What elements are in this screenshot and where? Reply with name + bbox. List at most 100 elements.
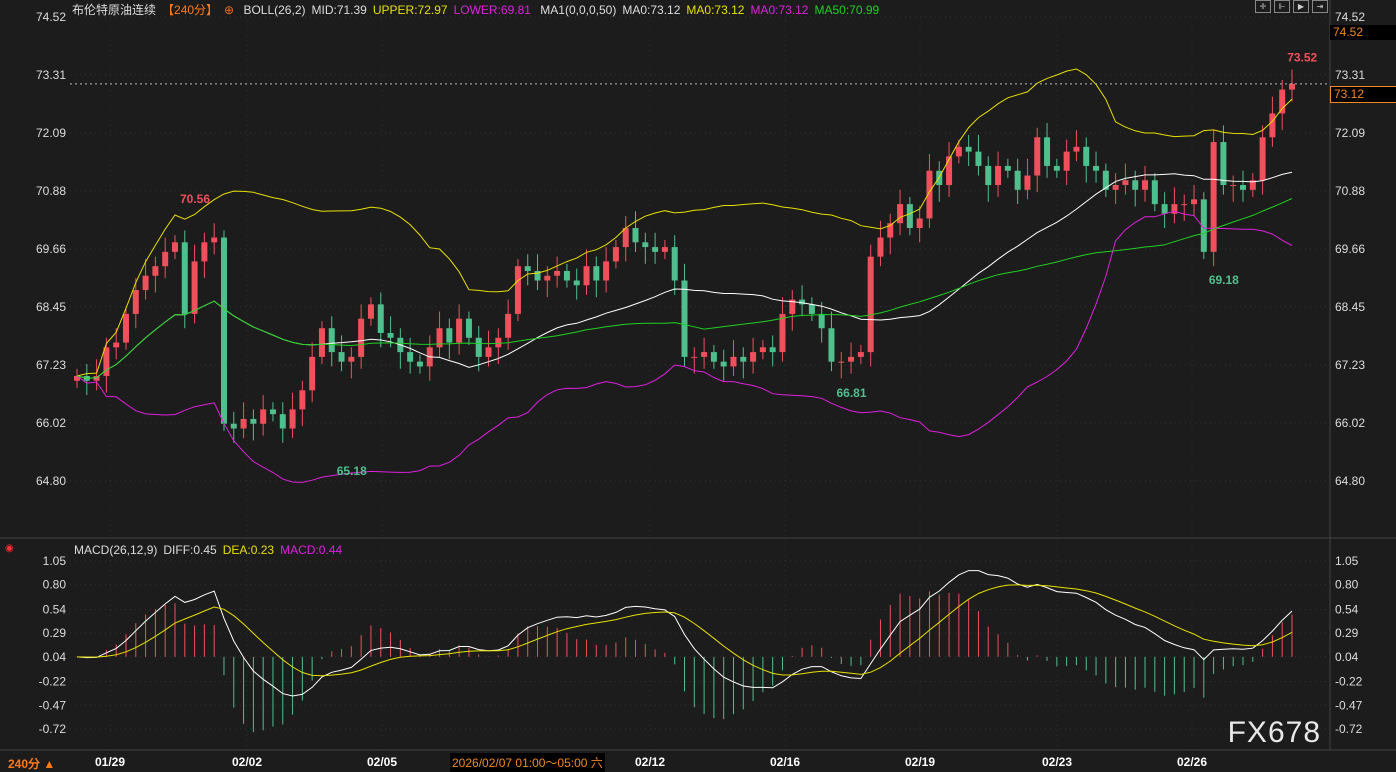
candle-body bbox=[573, 280, 580, 286]
macd-tick-left: -0.72 bbox=[39, 722, 67, 736]
play-icon[interactable]: ▶ bbox=[1293, 0, 1309, 13]
candle-body bbox=[691, 356, 698, 358]
x-tick: 02/19 bbox=[905, 755, 935, 769]
macd-tick-left: 0.29 bbox=[43, 626, 67, 640]
y-tick-right: 68.45 bbox=[1335, 300, 1365, 314]
macd-tick-right: -0.47 bbox=[1335, 698, 1363, 712]
candle-body bbox=[720, 361, 727, 367]
candle-body bbox=[446, 328, 453, 343]
candle-body bbox=[1161, 204, 1168, 214]
y-tick-right: 66.02 bbox=[1335, 416, 1365, 430]
watermark-logo: FX678 bbox=[1227, 716, 1321, 749]
candle-body bbox=[1279, 89, 1286, 114]
macd-tick-right: 1.05 bbox=[1335, 554, 1359, 568]
x-tick: 02/12 bbox=[635, 755, 665, 769]
price-annotation: 69.18 bbox=[1209, 273, 1239, 287]
candle-body bbox=[857, 352, 864, 357]
candle-body bbox=[495, 337, 502, 348]
candle-body bbox=[1024, 175, 1031, 190]
macd-tick-left: 0.54 bbox=[43, 602, 67, 616]
candle-body bbox=[661, 247, 668, 252]
candle-body bbox=[1181, 204, 1188, 206]
macd-dea: DEA:0.23 bbox=[222, 543, 275, 557]
chart-toolbar: ✛ ⊩ ▶ ⇥ bbox=[1255, 0, 1328, 13]
y-tick-right: 73.31 bbox=[1335, 68, 1365, 82]
settings-icon[interactable]: ⊕ bbox=[224, 3, 235, 17]
candle-body bbox=[132, 290, 139, 314]
boll-upper-line bbox=[76, 68, 1293, 377]
candle-body bbox=[975, 151, 982, 166]
candle-body bbox=[162, 251, 169, 267]
price-annotation: 73.52 bbox=[1287, 51, 1317, 65]
macd-header: MACD(26,12,9) DIFF:0.45 DEA:0.23 MACD:0.44 bbox=[74, 543, 348, 557]
candle-body bbox=[1083, 146, 1090, 166]
candle-body bbox=[240, 418, 247, 429]
candle-body bbox=[769, 347, 776, 353]
candle-body bbox=[1132, 180, 1139, 190]
y-tick-left: 66.02 bbox=[36, 416, 66, 430]
price-annotation: 66.81 bbox=[836, 386, 866, 400]
y-tick-left: 70.88 bbox=[36, 184, 66, 198]
candle-body bbox=[759, 347, 766, 353]
candle-body bbox=[848, 356, 855, 362]
candle-body bbox=[211, 237, 218, 243]
macd-label[interactable]: MACD(26,12,9) bbox=[74, 543, 158, 557]
candle-body bbox=[612, 247, 619, 262]
candle-body bbox=[152, 266, 159, 276]
boll-label[interactable]: BOLL(26,2) bbox=[243, 3, 306, 17]
candle-body bbox=[730, 356, 737, 367]
candle-body bbox=[289, 409, 296, 429]
candle-body bbox=[1220, 142, 1227, 186]
candle-body bbox=[181, 242, 188, 314]
period-label[interactable]: 【240分】 bbox=[162, 3, 219, 17]
record-icon[interactable]: ◉ bbox=[5, 543, 14, 554]
candle-body bbox=[1249, 180, 1256, 190]
axis-icon[interactable]: ⊩ bbox=[1274, 0, 1290, 13]
candle-body bbox=[789, 299, 796, 314]
candle-body bbox=[955, 146, 962, 157]
candle-body bbox=[1142, 180, 1149, 190]
macd-tick-right: 0.29 bbox=[1335, 626, 1359, 640]
candle-body bbox=[171, 242, 178, 252]
y-tick-right: 69.66 bbox=[1335, 242, 1365, 256]
y-tick-left: 74.52 bbox=[36, 10, 66, 24]
x-tick: 02/16 bbox=[770, 755, 800, 769]
candle-body bbox=[436, 328, 443, 348]
candle-body bbox=[779, 313, 786, 353]
candle-body bbox=[122, 313, 129, 343]
candle-body bbox=[916, 218, 923, 228]
candle-body bbox=[1191, 199, 1198, 205]
candle-body bbox=[387, 333, 394, 338]
macd-tick-right: 0.54 bbox=[1335, 602, 1359, 616]
exit-icon[interactable]: ⇥ bbox=[1312, 0, 1328, 13]
y-tick-right: 70.88 bbox=[1335, 184, 1365, 198]
candle-body bbox=[1112, 185, 1119, 190]
candle-body bbox=[103, 347, 110, 376]
macd-value: MACD:0.44 bbox=[280, 543, 343, 557]
candle-body bbox=[260, 409, 267, 424]
candle-body bbox=[1210, 142, 1217, 252]
candle-body bbox=[367, 304, 374, 319]
macd-tick-left: 0.80 bbox=[43, 578, 67, 592]
candle-body bbox=[681, 280, 688, 357]
candle-body bbox=[74, 375, 80, 381]
candle-body bbox=[1269, 113, 1276, 138]
y-tick-left: 69.66 bbox=[36, 242, 66, 256]
x-tick: 02/02 bbox=[232, 755, 262, 769]
y-tick-right: 74.52 bbox=[1335, 10, 1365, 24]
candle-body bbox=[750, 352, 757, 362]
timeframe-selector[interactable]: 240分 ▲ bbox=[8, 757, 56, 771]
candle-body bbox=[1102, 170, 1109, 190]
macd-diff-line bbox=[76, 570, 1293, 697]
candle-body bbox=[828, 328, 835, 362]
ma-label[interactable]: MA1(0,0,0,50) bbox=[540, 3, 617, 17]
candle-body bbox=[220, 237, 227, 424]
candle-body bbox=[269, 409, 276, 415]
candle-body bbox=[808, 304, 815, 314]
y-tick-right: 72.09 bbox=[1335, 126, 1365, 140]
crosshair-icon[interactable]: ✛ bbox=[1255, 0, 1271, 13]
candle-body bbox=[1230, 185, 1237, 187]
candle-body bbox=[299, 390, 306, 410]
price-annotation: 65.18 bbox=[337, 464, 367, 478]
